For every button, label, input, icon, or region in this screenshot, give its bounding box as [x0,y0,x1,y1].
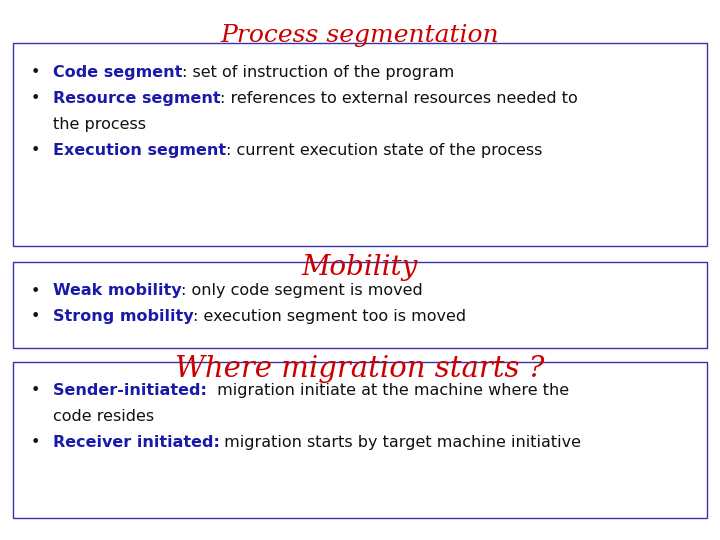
Text: : current execution state of the process: : current execution state of the process [225,143,542,158]
Text: : execution segment too is moved: : execution segment too is moved [193,309,467,325]
Text: •: • [31,284,40,299]
Text: Where migration starts ?: Where migration starts ? [175,355,545,383]
Text: •: • [31,143,40,158]
Text: Process segmentation: Process segmentation [221,24,499,48]
Text: •: • [31,65,40,80]
FancyBboxPatch shape [13,262,707,348]
Text: Weak mobility: Weak mobility [53,284,181,299]
Text: •: • [31,309,40,325]
Text: •: • [31,435,40,450]
Text: Resource segment: Resource segment [53,91,220,106]
FancyBboxPatch shape [13,43,707,246]
Text: Strong mobility: Strong mobility [53,309,193,325]
Text: : references to external resources needed to: : references to external resources neede… [220,91,578,106]
Text: Execution segment: Execution segment [53,143,225,158]
Text: code resides: code resides [53,409,153,424]
Text: Sender-initiated:: Sender-initiated: [53,383,212,399]
Text: : only code segment is moved: : only code segment is moved [181,284,423,299]
Text: Receiver initiated:: Receiver initiated: [53,435,220,450]
Text: •: • [31,91,40,106]
Text: migration initiate at the machine where the: migration initiate at the machine where … [212,383,570,399]
FancyBboxPatch shape [13,362,707,518]
Text: the process: the process [53,117,145,132]
Text: Code segment: Code segment [53,65,182,80]
Text: : set of instruction of the program: : set of instruction of the program [182,65,454,80]
Text: Mobility: Mobility [302,254,418,281]
Text: migration starts by target machine initiative: migration starts by target machine initi… [220,435,582,450]
Text: •: • [31,383,40,399]
